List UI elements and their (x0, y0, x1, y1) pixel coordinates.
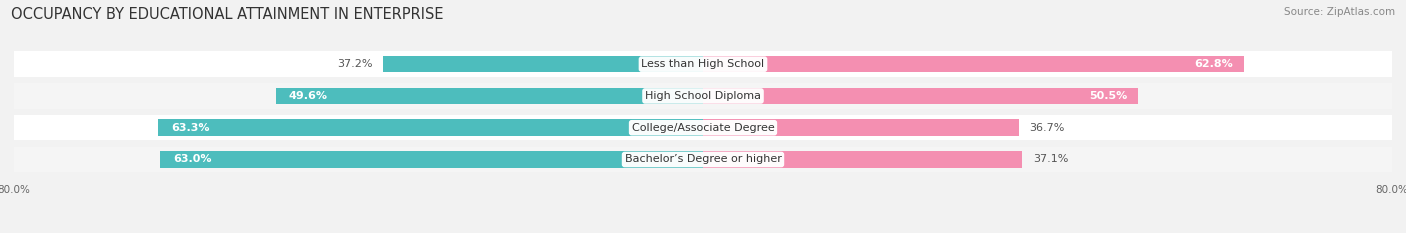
Bar (157, 120, 703, 136)
Text: 63.3%: 63.3% (170, 123, 209, 133)
Text: 36.7%: 36.7% (1029, 123, 1064, 133)
Text: 37.2%: 37.2% (337, 59, 373, 69)
Bar (382, 56, 703, 72)
Bar (14, 147, 1392, 172)
Bar (276, 88, 703, 104)
Text: 37.1%: 37.1% (1033, 154, 1069, 164)
Bar (14, 115, 1392, 140)
Bar (14, 83, 1392, 109)
Bar (703, 151, 1022, 168)
Text: College/Associate Degree: College/Associate Degree (631, 123, 775, 133)
Text: 63.0%: 63.0% (173, 154, 212, 164)
Text: 62.8%: 62.8% (1195, 59, 1233, 69)
Bar (703, 120, 1019, 136)
Bar (703, 88, 1137, 104)
Text: Bachelor’s Degree or higher: Bachelor’s Degree or higher (624, 154, 782, 164)
Text: Source: ZipAtlas.com: Source: ZipAtlas.com (1284, 7, 1395, 17)
Text: 49.6%: 49.6% (288, 91, 328, 101)
Bar (14, 51, 1392, 77)
Bar (703, 56, 1244, 72)
Text: OCCUPANCY BY EDUCATIONAL ATTAINMENT IN ENTERPRISE: OCCUPANCY BY EDUCATIONAL ATTAINMENT IN E… (11, 7, 444, 22)
Text: High School Diploma: High School Diploma (645, 91, 761, 101)
Text: Less than High School: Less than High School (641, 59, 765, 69)
Text: 50.5%: 50.5% (1090, 91, 1128, 101)
Bar (160, 151, 703, 168)
